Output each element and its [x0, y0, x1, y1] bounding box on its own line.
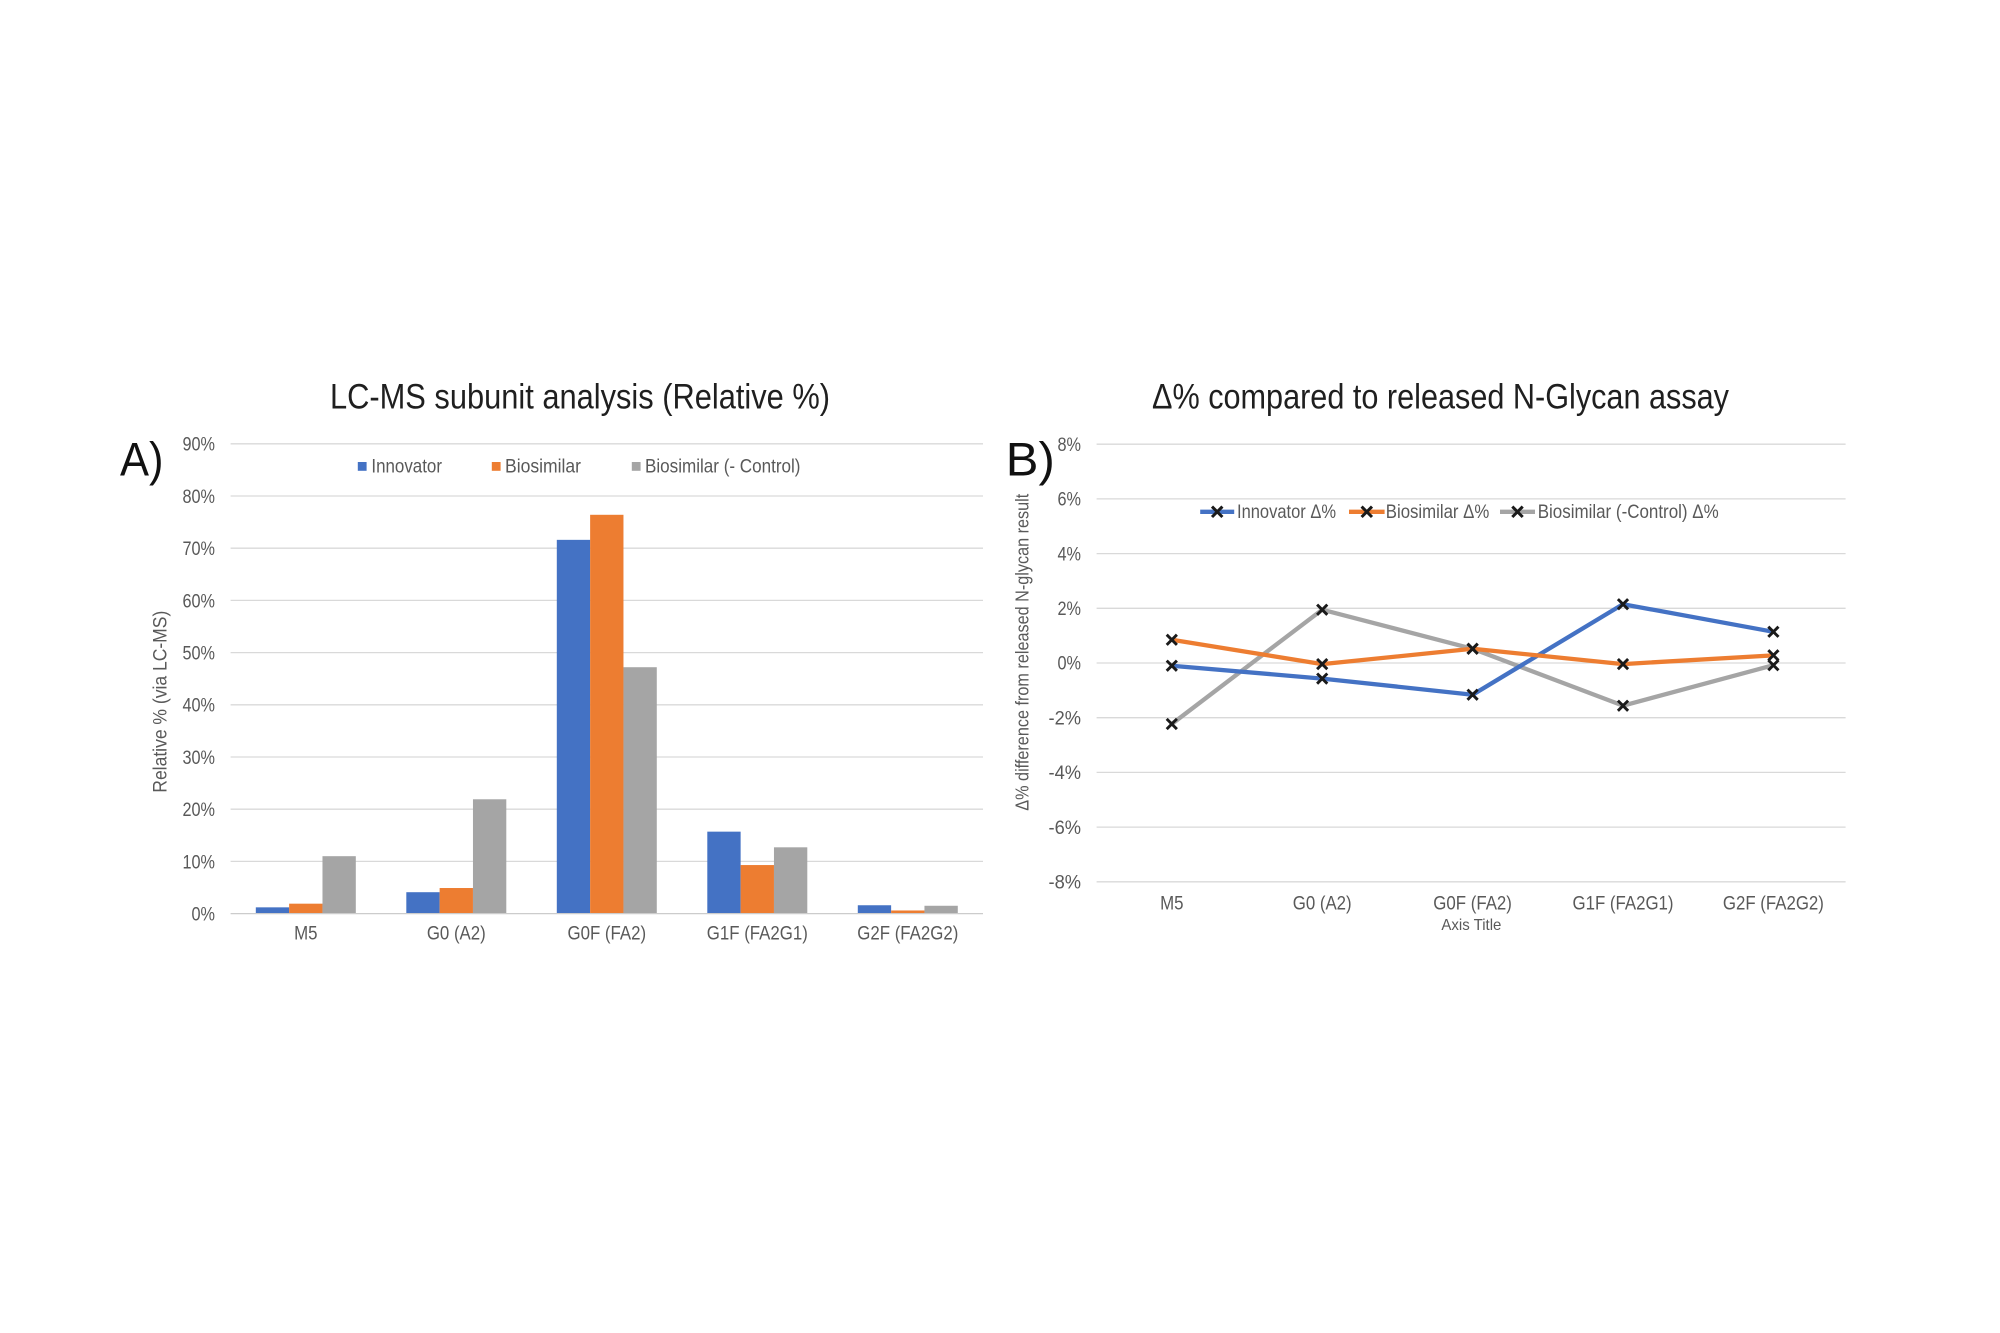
svg-text:B): B): [1006, 433, 1055, 486]
svg-text:10%: 10%: [183, 851, 216, 873]
svg-text:M5: M5: [1160, 892, 1183, 914]
svg-text:G0 (A2): G0 (A2): [1293, 892, 1352, 914]
svg-text:-4%: -4%: [1049, 762, 1082, 784]
svg-text:G2F (FA2G2): G2F (FA2G2): [1723, 892, 1824, 914]
svg-text:G0F (FA2): G0F (FA2): [568, 923, 647, 945]
svg-text:LC-MS subunit analysis (Relati: LC-MS subunit analysis (Relative %): [330, 377, 830, 416]
svg-text:70%: 70%: [183, 538, 216, 560]
svg-text:G0F (FA2): G0F (FA2): [1433, 892, 1512, 914]
svg-text:-8%: -8%: [1049, 872, 1082, 894]
svg-text:80%: 80%: [183, 486, 216, 508]
svg-text:0%: 0%: [192, 904, 216, 926]
svg-text:G1F (FA2G1): G1F (FA2G1): [707, 923, 808, 945]
svg-text:60%: 60%: [183, 590, 216, 612]
svg-text:Axis Title: Axis Title: [1441, 917, 1501, 934]
svg-text:-2%: -2%: [1049, 707, 1082, 729]
svg-text:M5: M5: [294, 923, 317, 945]
svg-text:Biosimilar (- Control): Biosimilar (- Control): [645, 456, 801, 478]
svg-text:40%: 40%: [183, 695, 216, 717]
svg-text:4%: 4%: [1058, 543, 1082, 565]
svg-text:G1F (FA2G1): G1F (FA2G1): [1573, 892, 1674, 914]
svg-text:Relative % (via LC-MS): Relative % (via LC-MS): [149, 611, 171, 793]
svg-text:30%: 30%: [183, 747, 216, 769]
svg-text:Innovator Δ%: Innovator Δ%: [1237, 501, 1336, 523]
svg-text:Biosimilar Δ%: Biosimilar Δ%: [1386, 501, 1490, 523]
svg-text:Δ% compared to released N-Glyc: Δ% compared to released N-Glycan assay: [1152, 377, 1729, 416]
svg-text:6%: 6%: [1058, 489, 1082, 511]
svg-text:8%: 8%: [1058, 434, 1082, 456]
svg-text:A): A): [120, 433, 164, 486]
svg-text:Innovator: Innovator: [371, 456, 442, 478]
svg-text:50%: 50%: [183, 643, 216, 665]
svg-text:2%: 2%: [1058, 598, 1082, 620]
svg-text:G2F (FA2G2): G2F (FA2G2): [857, 923, 958, 945]
svg-text:Biosimilar: Biosimilar: [505, 456, 581, 478]
svg-text:0%: 0%: [1058, 653, 1082, 675]
svg-text:Biosimilar (-Control) Δ%: Biosimilar (-Control) Δ%: [1538, 501, 1719, 523]
svg-text:90%: 90%: [183, 434, 216, 456]
svg-text:Δ% difference from released N-: Δ% difference from released N-glycan res…: [1012, 494, 1033, 811]
svg-text:G0 (A2): G0 (A2): [427, 923, 486, 945]
svg-text:-6%: -6%: [1049, 817, 1082, 839]
svg-text:20%: 20%: [183, 799, 216, 821]
